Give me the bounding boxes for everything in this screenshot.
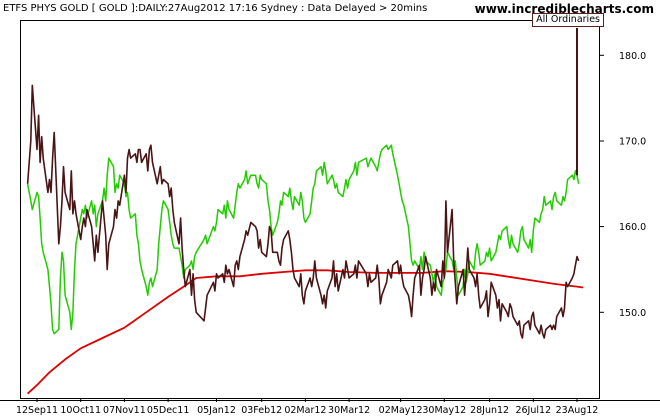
moving-average-line xyxy=(26,269,584,395)
x-tick-label: 30May12 xyxy=(422,405,466,416)
y-axis: 150.0 160.0 170.0 180.0 xyxy=(599,51,646,319)
x-tick-label: 02May12 xyxy=(379,405,423,416)
x-tick-label: 05Jan12 xyxy=(197,405,236,416)
x-tick-label: 30Mar12 xyxy=(328,405,370,416)
x-tick-label: 12Sep11 xyxy=(16,405,58,416)
all-ordinaries-layer xyxy=(26,144,580,335)
plot-frame xyxy=(20,20,600,399)
x-tick-label: 26Jul12 xyxy=(515,405,551,416)
y-tick-label: 150.0 xyxy=(619,308,646,319)
brand-link[interactable]: www.incrediblecharts.com xyxy=(474,2,654,16)
all-ordinaries-line xyxy=(26,144,580,335)
x-tick-label: 02Mar12 xyxy=(284,405,326,416)
y-tick-label: 180.0 xyxy=(619,51,646,62)
y-tick-label: 160.0 xyxy=(619,222,646,233)
x-axis: 12Sep11 10Oct11 07Nov11 05Dec11 05Jan12 03Feb… xyxy=(16,398,598,416)
x-tick-label: 10Oct11 xyxy=(60,405,101,416)
gold-price-line xyxy=(26,84,580,339)
gold-price-layer xyxy=(26,84,580,339)
legend-all-ordinaries: All Ordinaries xyxy=(532,13,604,27)
y-tick-label: 170.0 xyxy=(619,137,646,148)
chart-title: ETFS PHYS GOLD [ GOLD ]:DAILY:27Aug2012 … xyxy=(3,3,428,14)
x-tick-label: 28Jun12 xyxy=(470,405,509,416)
x-tick-label: 07Nov11 xyxy=(103,405,146,416)
x-tick-label: 03Feb12 xyxy=(241,405,282,416)
x-tick-label: 23Aug12 xyxy=(556,405,599,416)
moving-average-layer xyxy=(26,269,584,395)
x-tick-label: 05Dec11 xyxy=(147,405,190,416)
